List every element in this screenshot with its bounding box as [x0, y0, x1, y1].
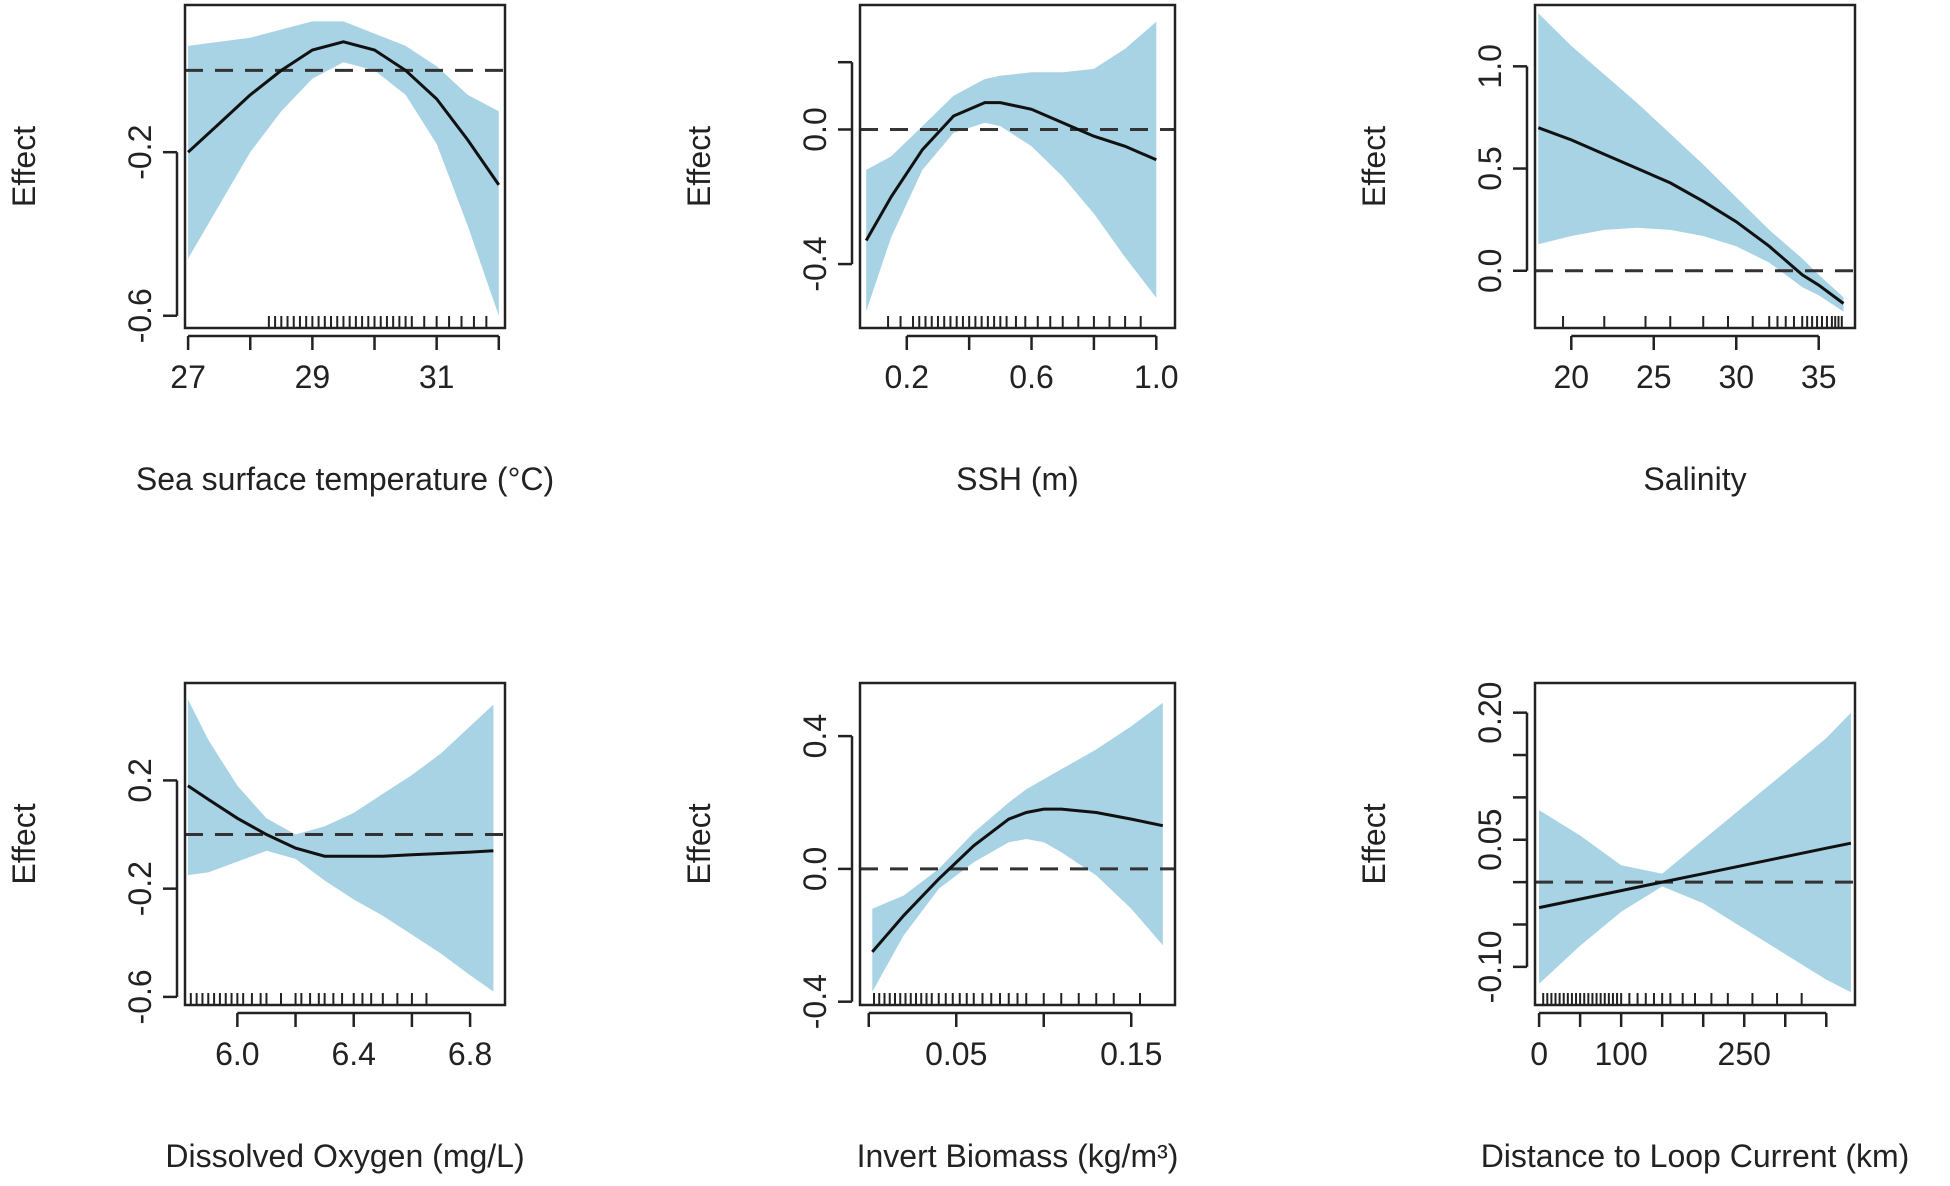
x-tick-label: 0: [1530, 1036, 1548, 1072]
x-axis: 6.0 6.4 6.8: [215, 1011, 492, 1072]
y-tick-label: -0.4: [797, 974, 833, 1029]
fitted-curve: [1537, 126, 1845, 305]
plot-area: [1535, 13, 1855, 328]
confidence-band: [866, 21, 1157, 312]
x-axis-title: Invert Biomass (kg/m³): [857, 1138, 1179, 1174]
y-tick-label: 0.4: [797, 714, 833, 758]
x-tick-label: 30: [1718, 359, 1754, 395]
confidence-band: [1538, 13, 1844, 312]
x-tick-label: 29: [295, 359, 331, 395]
fitted-curve: [1538, 841, 1852, 910]
plot-frame: [183, 3, 507, 330]
confidence-band: [187, 699, 494, 992]
x-axis: 0 100 250: [1530, 1011, 1828, 1072]
y-axis-title: Effect: [1356, 126, 1392, 207]
plot-frame: [858, 3, 1177, 330]
x-tick-label: 6.0: [215, 1036, 259, 1072]
panel-sst: 27 29 31 -0.6 -0.2 Sea surface temperature (°…: [6, 3, 554, 497]
x-axis-title: Salinity: [1643, 461, 1746, 497]
rug-ticks: [873, 993, 1141, 1005]
plot-frame: [183, 681, 507, 1007]
x-axis-title: Dissolved Oxygen (mg/L): [165, 1138, 524, 1174]
plot-frame: [858, 681, 1177, 1007]
confidence-band: [188, 21, 499, 316]
x-tick-label: 27: [170, 359, 206, 395]
y-tick-label: 0.0: [1472, 249, 1508, 293]
x-axis: 20 25 30 35: [1553, 334, 1837, 395]
y-tick-label: -0.6: [122, 969, 158, 1024]
y-axis-title: Effect: [681, 803, 717, 884]
rug-ticks: [887, 316, 1142, 328]
x-tick-label: 6.4: [331, 1036, 375, 1072]
x-tick-label: 250: [1718, 1036, 1771, 1072]
plot-area: [185, 21, 505, 328]
rug-ticks: [189, 993, 428, 1005]
y-tick-label: 0.20: [1472, 682, 1508, 744]
x-axis: 0.05 0.15: [867, 1011, 1162, 1072]
x-axis-title: Distance to Loop Current (km): [1481, 1138, 1910, 1174]
y-tick-label: 0.05: [1472, 809, 1508, 871]
y-tick-label: -0.4: [797, 237, 833, 292]
y-axis: -0.4 0.0 0.4: [797, 714, 854, 1029]
plot-area: [1535, 712, 1855, 1005]
y-axis: -0.6 -0.2: [122, 125, 179, 343]
y-axis: 0.0 0.5 1.0: [1472, 44, 1529, 293]
y-tick-label: -0.2: [122, 861, 158, 916]
x-tick-label: 1.0: [1134, 359, 1178, 395]
y-tick-label: 0.2: [122, 758, 158, 802]
x-tick-label: 6.8: [448, 1036, 492, 1072]
x-tick-label: 0.05: [925, 1036, 987, 1072]
y-tick-label: 0.0: [797, 847, 833, 891]
x-tick-label: 0.6: [1009, 359, 1053, 395]
y-axis-title: Effect: [1356, 803, 1392, 884]
y-tick-label: 0.0: [797, 107, 833, 151]
plot-area: [860, 702, 1175, 1005]
rug-ticks: [1542, 993, 1803, 1005]
x-tick-label: 31: [419, 359, 455, 395]
y-axis-title: Effect: [6, 126, 42, 207]
x-tick-label: 0.15: [1100, 1036, 1162, 1072]
rug-ticks: [1562, 316, 1843, 328]
fitted-curve: [187, 784, 494, 858]
fitted-curve: [871, 807, 1164, 953]
y-tick-label: 0.5: [1472, 146, 1508, 190]
rug-ticks: [267, 316, 488, 328]
y-tick-label: -0.6: [122, 288, 158, 343]
confidence-band: [1539, 712, 1851, 993]
x-axis-title: SSH (m): [956, 461, 1079, 497]
confidence-band: [872, 702, 1163, 992]
x-tick-label: 35: [1801, 359, 1837, 395]
y-axis: -0.4 0.0: [797, 60, 854, 292]
plot-frame: [1533, 3, 1857, 330]
x-axis-title: Sea surface temperature (°C): [136, 461, 554, 497]
panel-invert-biomass: 0.05 0.15 -0.4 0.0 0.4 Invert Biomass (kg/m³)…: [681, 681, 1179, 1174]
x-tick-label: 0.2: [885, 359, 929, 395]
panel-salinity: 20 25 30 35 0.0 0.5 1.0 Salinity Effect: [1356, 3, 1857, 497]
x-axis: 0.2 0.6 1.0: [885, 334, 1179, 395]
plot-area: [860, 21, 1175, 328]
panel-ssh: 0.2 0.6 1.0 -0.4 0.0 SSH (m) Effect: [681, 3, 1179, 497]
plot-frame: [1533, 681, 1857, 1007]
y-tick-label: -0.2: [122, 125, 158, 180]
panel-dissolved-oxygen: 6.0 6.4 6.8 -0.6 -0.2 0.2 Dissolved Oxygen (mg…: [6, 681, 525, 1174]
x-tick-label: 100: [1594, 1036, 1647, 1072]
y-axis-title: Effect: [6, 803, 42, 884]
x-axis: 27 29 31: [170, 334, 501, 395]
y-axis: -0.6 -0.2 0.2: [122, 758, 179, 1024]
y-tick-label: 1.0: [1472, 44, 1508, 88]
plot-area: [185, 699, 505, 1005]
fitted-curve: [864, 101, 1157, 242]
x-tick-label: 25: [1636, 359, 1672, 395]
y-axis: -0.10 0.05 0.20: [1472, 682, 1529, 1003]
x-tick-label: 20: [1553, 359, 1589, 395]
y-tick-label: -0.10: [1472, 930, 1508, 1003]
fitted-curve: [187, 40, 501, 186]
panel-distance-loop-current: 0 100 250 -0.10 0.05 0.20 Distance to Loop Cur…: [1356, 682, 1909, 1174]
y-axis-title: Effect: [681, 126, 717, 207]
